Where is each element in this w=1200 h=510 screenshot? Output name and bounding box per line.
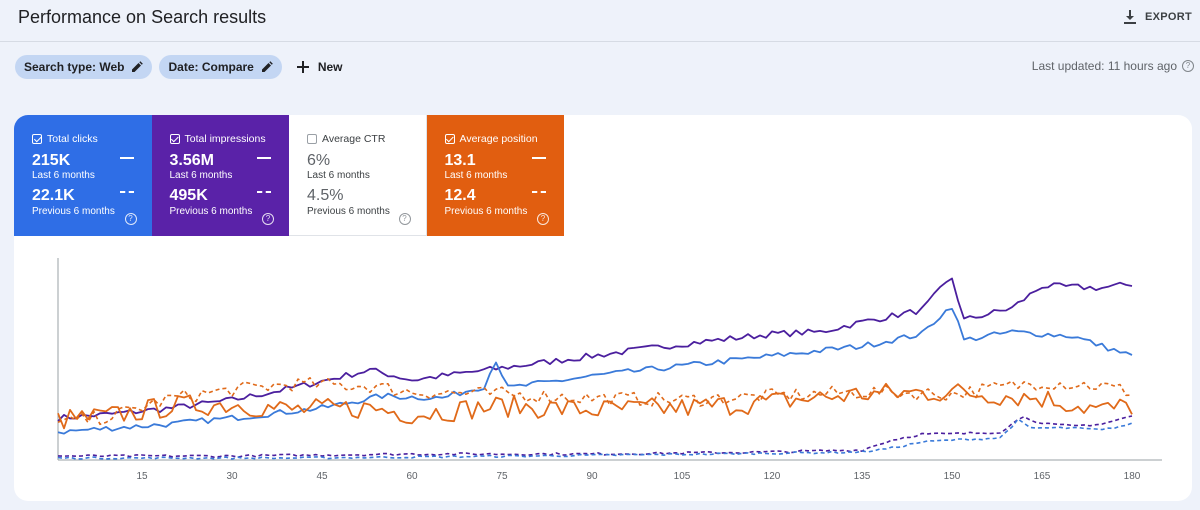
metric-tabs: Total clicks 215K Last 6 months 22.1K Pr…	[14, 115, 564, 236]
page-header: Performance on Search results EXPORT	[0, 0, 1200, 42]
performance-chart[interactable]: 15 30 45 60 75 90 105 120 135 150 165 180	[14, 115, 1192, 501]
x-tick-label: 45	[316, 471, 328, 482]
checkbox-unchecked-icon[interactable]	[307, 134, 317, 144]
metric-header: Total impressions	[169, 133, 290, 145]
metric-label: Average CTR	[322, 133, 386, 145]
help-icon[interactable]: ?	[124, 213, 137, 225]
dashed-line-legend-icon	[532, 191, 546, 193]
series-line-4	[57, 415, 1133, 458]
metric-current-value: 6%	[307, 152, 331, 169]
checkbox-checked-icon[interactable]	[32, 134, 42, 144]
download-icon	[1123, 10, 1136, 24]
solid-line-legend-icon	[257, 157, 271, 159]
x-tick-label: 60	[406, 471, 418, 482]
metric-previous-value: 495K	[169, 187, 208, 204]
help-icon[interactable]: ?	[262, 213, 274, 225]
metric-current-value: 13.1	[444, 152, 476, 169]
metric-previous-period: Previous 6 months	[32, 206, 115, 217]
search-type-label: Search type: Web	[24, 59, 125, 74]
checkbox-checked-icon[interactable]	[169, 134, 180, 144]
new-filter-button[interactable]: New	[296, 59, 343, 74]
metric-previous-period: Previous 6 months	[169, 206, 253, 217]
performance-card: Total clicks 215K Last 6 months 22.1K Pr…	[14, 115, 1192, 501]
series-line-0	[57, 277, 1133, 422]
page-title: Performance on Search results	[18, 7, 267, 27]
metric-previous-period: Previous 6 months	[307, 206, 390, 217]
metric-average-ctr[interactable]: Average CTR 6% Last 6 months 4.5% Previo…	[289, 115, 427, 236]
solid-line-legend-icon	[532, 157, 546, 159]
last-updated: Last updated: 11 hours ago ?	[1032, 59, 1194, 73]
x-tick-label: 75	[496, 471, 508, 482]
x-tick-label: 120	[764, 471, 781, 482]
date-chip[interactable]: Date: Compare	[159, 54, 282, 79]
x-tick-label: 135	[854, 471, 871, 482]
x-tick-label: 105	[674, 471, 691, 482]
date-label: Date: Compare	[168, 59, 254, 74]
x-tick-label: 30	[226, 471, 238, 482]
metric-previous-value: 4.5%	[307, 187, 344, 204]
metric-previous-value: 22.1K	[32, 187, 75, 204]
metric-label: Average position	[459, 133, 538, 145]
edit-icon	[261, 61, 273, 72]
solid-line-legend-icon	[119, 157, 134, 159]
search-type-chip[interactable]: Search type: Web	[15, 54, 153, 79]
metric-header: Average position	[444, 133, 565, 145]
dashed-line-legend-icon	[257, 191, 271, 193]
metric-header: Total clicks	[32, 133, 152, 145]
metric-current-value: 215K	[32, 152, 71, 169]
export-button[interactable]: EXPORT	[1123, 8, 1192, 26]
help-icon[interactable]: ?	[398, 213, 411, 225]
dashed-line-legend-icon	[119, 191, 134, 193]
metric-current-period: Last 6 months	[32, 170, 95, 181]
plus-icon	[296, 60, 309, 73]
x-tick-label: 15	[136, 471, 148, 482]
x-tick-label: 150	[944, 471, 961, 482]
x-tick-label: 90	[586, 471, 598, 482]
metric-average-position[interactable]: Average position 13.1 Last 6 months 12.4…	[426, 115, 565, 236]
series-line-2	[57, 382, 1133, 430]
metric-current-value: 3.56M	[169, 152, 214, 169]
new-label: New	[317, 59, 343, 74]
help-icon[interactable]: ?	[537, 213, 549, 225]
series-line-1	[57, 308, 1133, 435]
edit-icon	[132, 61, 144, 72]
series-line-5	[57, 418, 1133, 460]
filter-bar: Search type: Web Date: Compare New	[15, 54, 343, 79]
last-updated-text: Last updated: 11 hours ago	[1031, 59, 1177, 73]
checkbox-checked-icon[interactable]	[444, 134, 455, 144]
help-icon[interactable]: ?	[1182, 60, 1194, 72]
metric-header: Average CTR	[307, 133, 426, 145]
export-label: EXPORT	[1144, 11, 1192, 23]
x-tick-label: 180	[1124, 471, 1141, 482]
series-line-3	[57, 377, 1133, 426]
metric-current-period: Last 6 months	[444, 170, 508, 181]
metric-label: Total impressions	[184, 133, 266, 145]
x-tick-label: 165	[1034, 471, 1051, 482]
metric-current-period: Last 6 months	[307, 170, 370, 181]
metric-current-period: Last 6 months	[169, 170, 233, 181]
metric-previous-value: 12.4	[444, 187, 476, 204]
metric-total-clicks[interactable]: Total clicks 215K Last 6 months 22.1K Pr…	[14, 115, 152, 236]
metric-total-impressions[interactable]: Total impressions 3.56M Last 6 months 49…	[151, 115, 290, 236]
metric-label: Total clicks	[47, 133, 98, 145]
metric-previous-period: Previous 6 months	[444, 206, 528, 217]
